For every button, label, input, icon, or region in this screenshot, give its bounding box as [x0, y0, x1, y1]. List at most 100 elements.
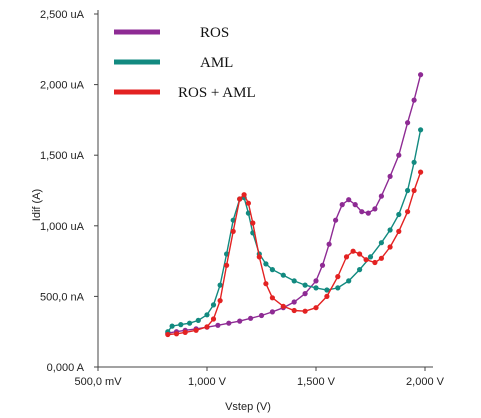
- data-point: [256, 254, 262, 260]
- data-point: [217, 298, 223, 304]
- y-tick-label: 2,000 uA: [40, 80, 85, 92]
- data-point: [313, 305, 319, 311]
- data-point: [405, 120, 411, 126]
- y-ticks: 0,000 A 500,0 nA 1,000 uA 1,500 uA 2,000 uA 2…: [40, 9, 98, 374]
- data-point: [372, 206, 378, 212]
- series-layer: [165, 72, 424, 338]
- data-point: [165, 331, 171, 338]
- data-point: [193, 327, 199, 333]
- series-0: [165, 72, 424, 336]
- data-point: [396, 211, 402, 218]
- data-point: [405, 209, 411, 215]
- data-point: [195, 317, 201, 323]
- y-axis-label: Idif (A): [31, 189, 43, 221]
- data-point: [291, 278, 297, 284]
- data-point: [365, 210, 371, 216]
- data-point: [350, 248, 356, 254]
- data-point: [204, 324, 210, 330]
- y-tick-label: 1,500 uA: [40, 150, 85, 162]
- data-point: [269, 267, 275, 273]
- data-point: [387, 244, 393, 250]
- y-tick-label: 0,000 A: [47, 362, 85, 374]
- data-point: [210, 316, 217, 322]
- axes: [97, 10, 433, 368]
- data-point: [169, 323, 175, 329]
- data-point: [269, 295, 275, 301]
- data-point: [245, 200, 251, 206]
- data-point: [269, 309, 275, 315]
- data-point: [367, 254, 374, 260]
- data-point: [333, 217, 339, 223]
- data-point: [343, 254, 350, 260]
- data-point: [359, 209, 365, 215]
- data-point: [187, 320, 193, 326]
- data-point: [173, 331, 180, 337]
- data-point: [396, 152, 402, 158]
- data-point: [335, 285, 341, 291]
- data-point: [372, 259, 378, 266]
- x-axis-label: Vstep (V): [225, 401, 271, 413]
- data-point: [263, 281, 269, 287]
- data-point: [418, 169, 424, 175]
- y-tick-label: 1,000 uA: [40, 221, 85, 233]
- data-point: [302, 291, 308, 297]
- series-line: [167, 74, 422, 334]
- data-point: [291, 299, 297, 305]
- data-point: [248, 315, 254, 321]
- data-point: [302, 282, 308, 288]
- data-point: [215, 322, 221, 328]
- data-point: [237, 196, 243, 202]
- data-point: [418, 72, 424, 78]
- x-tick-label: 1,000 V: [188, 376, 227, 388]
- y-tick-label: 500,0 nA: [40, 291, 85, 303]
- x-tick-label: 1,500 V: [297, 376, 336, 388]
- data-point: [326, 241, 332, 247]
- data-point: [250, 220, 256, 226]
- data-point: [396, 228, 402, 234]
- data-point: [324, 287, 330, 293]
- data-point: [339, 202, 345, 208]
- series-2: [165, 169, 424, 338]
- data-point: [418, 127, 424, 133]
- data-point: [378, 255, 384, 261]
- data-point: [217, 282, 223, 288]
- x-tick-label: 2,000 V: [406, 376, 445, 388]
- data-point: [313, 285, 319, 291]
- data-point: [210, 302, 217, 308]
- legend-label: AML: [200, 55, 233, 71]
- data-point: [405, 187, 411, 194]
- data-point: [387, 173, 393, 179]
- data-point: [182, 329, 188, 335]
- data-point: [178, 322, 184, 328]
- data-point: [346, 197, 352, 203]
- x-tick-label: 500,0 mV: [74, 376, 122, 388]
- data-point: [241, 192, 247, 198]
- data-point: [357, 267, 363, 273]
- data-point: [224, 262, 230, 268]
- data-point: [357, 251, 363, 257]
- data-point: [230, 228, 236, 234]
- y-tick-label: 2,500 uA: [40, 9, 85, 21]
- data-point: [352, 202, 358, 208]
- data-point: [263, 261, 269, 267]
- legend-label: ROS: [200, 25, 229, 41]
- data-point: [280, 303, 286, 309]
- legend: ROS AML ROS + AML: [114, 25, 256, 101]
- data-point: [204, 312, 210, 318]
- data-point: [280, 272, 286, 278]
- x-ticks: 500,0 mV 1,000 V 1,500 V 2,000 V: [74, 367, 445, 388]
- data-point: [302, 308, 308, 314]
- data-point: [226, 320, 232, 326]
- data-point: [335, 274, 341, 280]
- data-point: [313, 278, 319, 284]
- data-point: [378, 193, 384, 199]
- data-point: [324, 293, 330, 299]
- legend-label: ROS + AML: [178, 85, 256, 101]
- data-point: [411, 187, 417, 194]
- data-point: [319, 262, 326, 268]
- data-point: [258, 312, 265, 319]
- data-point: [378, 240, 384, 246]
- data-point: [291, 307, 297, 314]
- data-point: [387, 227, 393, 233]
